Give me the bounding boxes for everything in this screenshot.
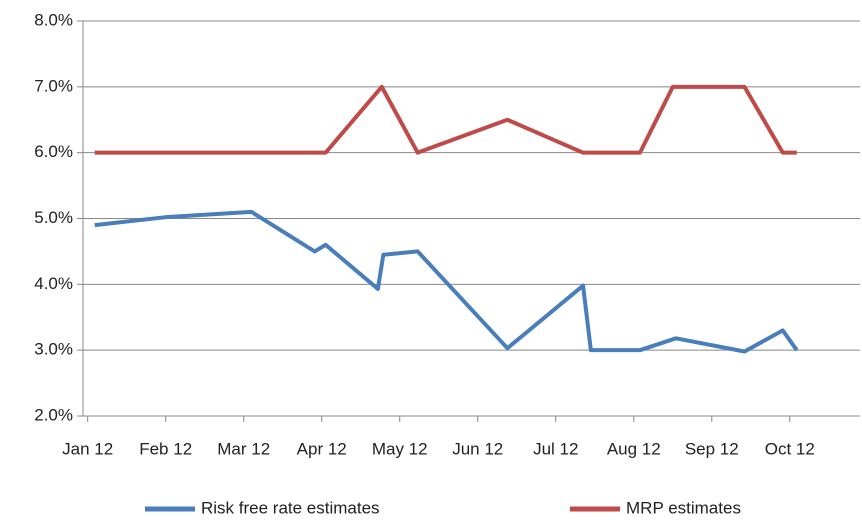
x-tick-label: Feb 12 (139, 439, 192, 458)
x-tick-label: Aug 12 (607, 439, 661, 458)
x-tick-label: Apr 12 (297, 439, 347, 458)
x-tick-label: Jul 12 (533, 439, 578, 458)
y-tick-label: 6.0% (34, 142, 73, 161)
legend-label: MRP estimates (626, 498, 741, 517)
series-line (94, 84, 797, 155)
x-tick-label: Jan 12 (62, 439, 113, 458)
y-tick-label: 4.0% (34, 274, 73, 293)
legend-label: Risk free rate estimates (201, 498, 380, 517)
y-tick-label: 7.0% (34, 76, 73, 95)
y-tick-label: 8.0% (34, 10, 73, 29)
series-line (94, 209, 799, 354)
x-tick-label: Oct 12 (765, 439, 815, 458)
y-tick-label: 3.0% (34, 340, 73, 359)
x-tick-label: Mar 12 (217, 439, 270, 458)
x-tick-label: Sep 12 (685, 439, 739, 458)
x-tick-label: Jun 12 (452, 439, 503, 458)
x-tick-label: May 12 (372, 439, 428, 458)
y-tick-label: 5.0% (34, 208, 73, 227)
y-tick-label: 2.0% (34, 405, 73, 424)
